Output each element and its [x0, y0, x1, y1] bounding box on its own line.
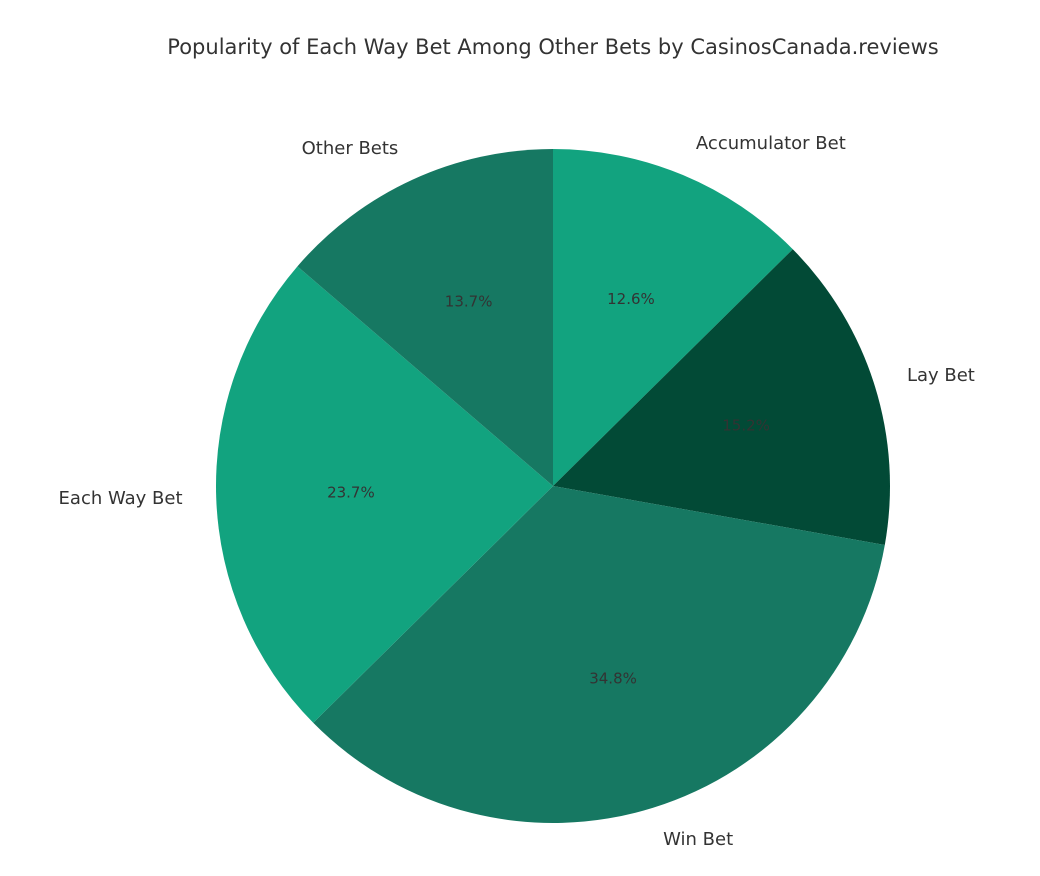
- value-label: 23.7%: [327, 483, 375, 501]
- pie-slice: [553, 149, 793, 486]
- slice-label: Accumulator Bet: [696, 133, 846, 154]
- pie-slice: [553, 249, 890, 545]
- chart-title: Popularity of Each Way Bet Among Other B…: [167, 35, 938, 59]
- pie-slice: [297, 149, 553, 486]
- slice-label: Other Bets: [302, 138, 399, 159]
- value-label: 13.7%: [445, 293, 493, 311]
- slice-label: Lay Bet: [907, 365, 975, 386]
- slice-label: Win Bet: [663, 829, 733, 850]
- slice-label: Each Way Bet: [59, 488, 183, 509]
- pie-slice: [215, 266, 553, 723]
- value-label: 34.8%: [589, 670, 637, 688]
- pie-slice: [313, 486, 885, 823]
- value-label: 15.2%: [722, 416, 770, 434]
- value-label: 12.6%: [607, 290, 655, 308]
